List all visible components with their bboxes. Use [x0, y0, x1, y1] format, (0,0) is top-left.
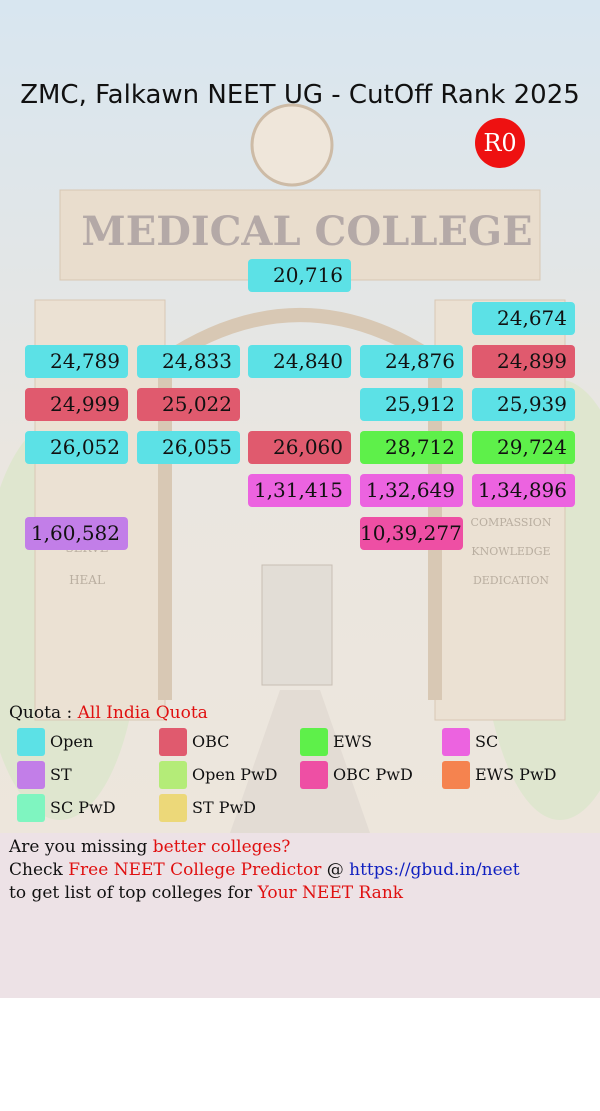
footer-text: Free NEET College Predictor [68, 860, 322, 880]
rank-tile: 1,32,649 [360, 474, 463, 507]
footer-line: Check Free NEET College Predictor @ http… [9, 860, 520, 880]
legend-label: OBC PwD [333, 765, 413, 784]
rank-tile: 1,60,582 [25, 517, 128, 550]
background-word: HEAL [69, 573, 105, 587]
quota-line: Quota : All India Quota [9, 703, 208, 723]
rank-tile: 10,39,277 [360, 517, 463, 550]
rank-tile: 24,833 [137, 345, 240, 378]
quota-value: All India Quota [77, 703, 208, 723]
legend-label: Open PwD [192, 765, 278, 784]
footer-line: Are you missing better colleges? [9, 837, 290, 857]
legend-swatch [159, 761, 187, 789]
footer: Are you missing better colleges? Check Fr… [0, 833, 600, 998]
title: ZMC, Falkawn NEET UG - CutOff Rank 2025 [20, 80, 580, 110]
rank-tile: 24,674 [472, 302, 575, 335]
rank-tile: 25,939 [472, 388, 575, 421]
rank-tile: 1,31,415 [248, 474, 351, 507]
legend-swatch [442, 761, 470, 789]
legend-label: OBC [192, 732, 230, 751]
footer-text: to get list of top colleges for [9, 883, 258, 903]
rank-tile: 24,840 [248, 345, 351, 378]
legend-label: ST [50, 765, 72, 784]
legend-label: EWS PwD [475, 765, 557, 784]
background-word: COMPASSION [471, 516, 552, 529]
background-word: DEDICATION [473, 574, 549, 587]
legend-swatch [17, 761, 45, 789]
legend-label: Open [50, 732, 94, 751]
footer-text: @ [321, 860, 350, 880]
background-sign: MEDICAL COLLEGE [81, 208, 532, 255]
rank-tile: 20,716 [248, 259, 351, 292]
footer-text: Your NEET Rank [257, 883, 404, 903]
legend-swatch [17, 728, 45, 756]
legend-swatch [159, 794, 187, 822]
rank-tile: 25,912 [360, 388, 463, 421]
legend-swatch [300, 761, 328, 789]
legend-swatch [159, 728, 187, 756]
footer-text: https://gbud.in/neet [349, 860, 520, 880]
legend-label: SC PwD [50, 798, 116, 817]
footer-text: Are you missing [9, 837, 153, 857]
round-badge: R0 [475, 118, 525, 168]
footer-text: Check [9, 860, 69, 880]
rank-tile: 28,712 [360, 431, 463, 464]
rank-tile: 24,789 [25, 345, 128, 378]
rank-tile: 24,876 [360, 345, 463, 378]
rank-tile: 1,34,896 [472, 474, 575, 507]
legend-label: EWS [333, 732, 373, 751]
rank-tile: 26,052 [25, 431, 128, 464]
footer-text: better colleges? [152, 837, 291, 857]
rank-tile: 24,999 [25, 388, 128, 421]
background-word: KNOWLEDGE [471, 545, 550, 558]
rank-tile: 26,060 [248, 431, 351, 464]
legend-swatch [300, 728, 328, 756]
legend-swatch [17, 794, 45, 822]
legend-label: SC [475, 732, 499, 751]
legend-swatch [442, 728, 470, 756]
legend-label: ST PwD [192, 798, 257, 817]
rank-tile: 24,899 [472, 345, 575, 378]
rank-tile: 29,724 [472, 431, 575, 464]
quota-label: Quota : [9, 703, 73, 723]
rank-tile: 26,055 [137, 431, 240, 464]
footer-line: to get list of top colleges for Your NEE… [9, 883, 403, 903]
rank-tile: 25,022 [137, 388, 240, 421]
